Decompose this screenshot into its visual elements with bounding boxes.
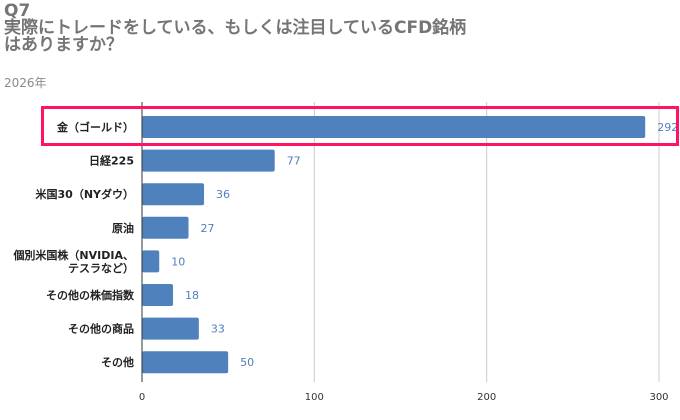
- category-label: その他の商品: [68, 322, 134, 336]
- category-label: 米国30（NYダウ）: [35, 187, 134, 201]
- data-label: 50: [240, 356, 254, 369]
- category-label: 原油: [112, 221, 134, 235]
- bar: [142, 216, 189, 239]
- x-tick-label: 200: [477, 392, 496, 403]
- data-label: 18: [185, 289, 199, 302]
- bar: [142, 317, 199, 340]
- highlight-box: [41, 106, 679, 146]
- bar: [142, 183, 205, 206]
- category-label: 個別米国株（NVIDIA、: [12, 248, 134, 262]
- data-label: 10: [171, 255, 185, 268]
- x-tick-label: 0: [139, 392, 145, 403]
- bar: [142, 284, 174, 306]
- category-label: その他の株価指数: [46, 288, 135, 302]
- data-label: 77: [287, 155, 301, 168]
- data-label: 36: [216, 188, 230, 201]
- x-tick-label: 100: [305, 392, 324, 403]
- chart-title: Q7 実際にトレードをしている、もしくは注目しているCFD銘柄はありますか？: [4, 3, 474, 54]
- data-label: 33: [211, 323, 225, 336]
- chart-subtitle: 2026年: [4, 76, 47, 90]
- category-label: テスラなど）: [68, 262, 134, 275]
- category-label: その他: [101, 355, 134, 369]
- bar: [142, 250, 160, 273]
- bar: [142, 116, 646, 138]
- x-tick-label: 300: [649, 392, 668, 403]
- bar: [142, 149, 275, 172]
- category-label: 日経225: [89, 154, 134, 168]
- question-text: 実際にトレードをしている、もしくは注目しているCFD銘柄はありますか？: [4, 18, 467, 55]
- question-number: Q7: [4, 1, 31, 21]
- bar: [142, 351, 229, 374]
- data-label: 292: [657, 121, 678, 134]
- data-label: 27: [201, 222, 215, 235]
- category-label: 金（ゴールド）: [56, 120, 134, 134]
